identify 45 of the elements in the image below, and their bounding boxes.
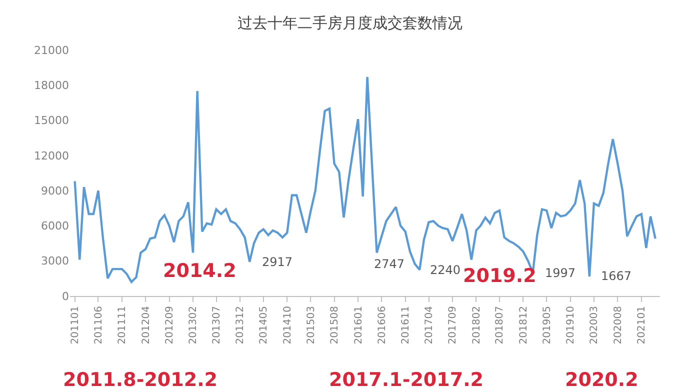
y-tick-label: 3000 <box>41 254 69 268</box>
data-label: 2917 <box>262 255 293 269</box>
chart-title: 过去十年二手房月度成交套数情况 <box>238 14 462 32</box>
x-tick-label: 201611 <box>400 306 412 344</box>
text: 2017.1-2017.2 <box>329 369 484 388</box>
y-tick-label: 21000 <box>34 44 69 57</box>
annotation: 2014.2 <box>163 260 236 282</box>
x-tick-label: 201302 <box>188 306 200 344</box>
x-tick-label: 202101 <box>636 306 648 344</box>
x-tick-label: 201106 <box>93 306 104 344</box>
text: 2011.8-2012.2 <box>63 369 218 388</box>
x-tick-label: 201802 <box>471 306 482 344</box>
x-tick-label: 201101 <box>70 306 82 344</box>
y-tick-label: 9000 <box>41 184 69 198</box>
data-label: 1997 <box>545 266 576 280</box>
line-series <box>74 76 656 284</box>
x-tick-label: 201307 <box>212 306 223 344</box>
x-tick-label: 201807 <box>494 306 506 344</box>
y-tick-label: 18000 <box>34 78 69 92</box>
annotation: 2019.2 <box>463 265 536 287</box>
x-tick-label: 201410 <box>282 306 294 344</box>
x-tick-label: 202008 <box>612 306 624 344</box>
x-tick-label: 202003 <box>589 306 600 344</box>
text: 2020.2 <box>565 369 638 388</box>
data-label: 2747 <box>374 257 405 271</box>
x-tick-label: 201601 <box>353 306 364 344</box>
x-tick-label: 201812 <box>518 306 530 344</box>
x-tick-label: 201910 <box>566 306 577 344</box>
x-tick-label: 201905 <box>542 306 553 344</box>
y-tick-label: 0 <box>62 290 69 303</box>
y-tick-label: 12000 <box>34 149 69 162</box>
x-tick-label: 201204 <box>140 306 152 344</box>
x-tick-label: 201312 <box>235 306 246 344</box>
x-tick-label: 201704 <box>424 306 435 344</box>
x-tick-label: 201508 <box>330 306 341 344</box>
y-tick-label: 15000 <box>34 114 69 128</box>
data-label: 2240 <box>430 263 461 277</box>
data-label: 1667 <box>601 269 632 283</box>
x-tick-label: 201405 <box>258 306 270 344</box>
x-tick-label: 201709 <box>448 306 459 344</box>
x-tick-label: 201606 <box>376 306 388 344</box>
y-tick-label: 6000 <box>41 220 69 233</box>
x-tick-label: 201503 <box>306 306 317 344</box>
x-tick-label: 201111 <box>117 306 128 344</box>
x-tick-label: 201209 <box>164 306 176 344</box>
